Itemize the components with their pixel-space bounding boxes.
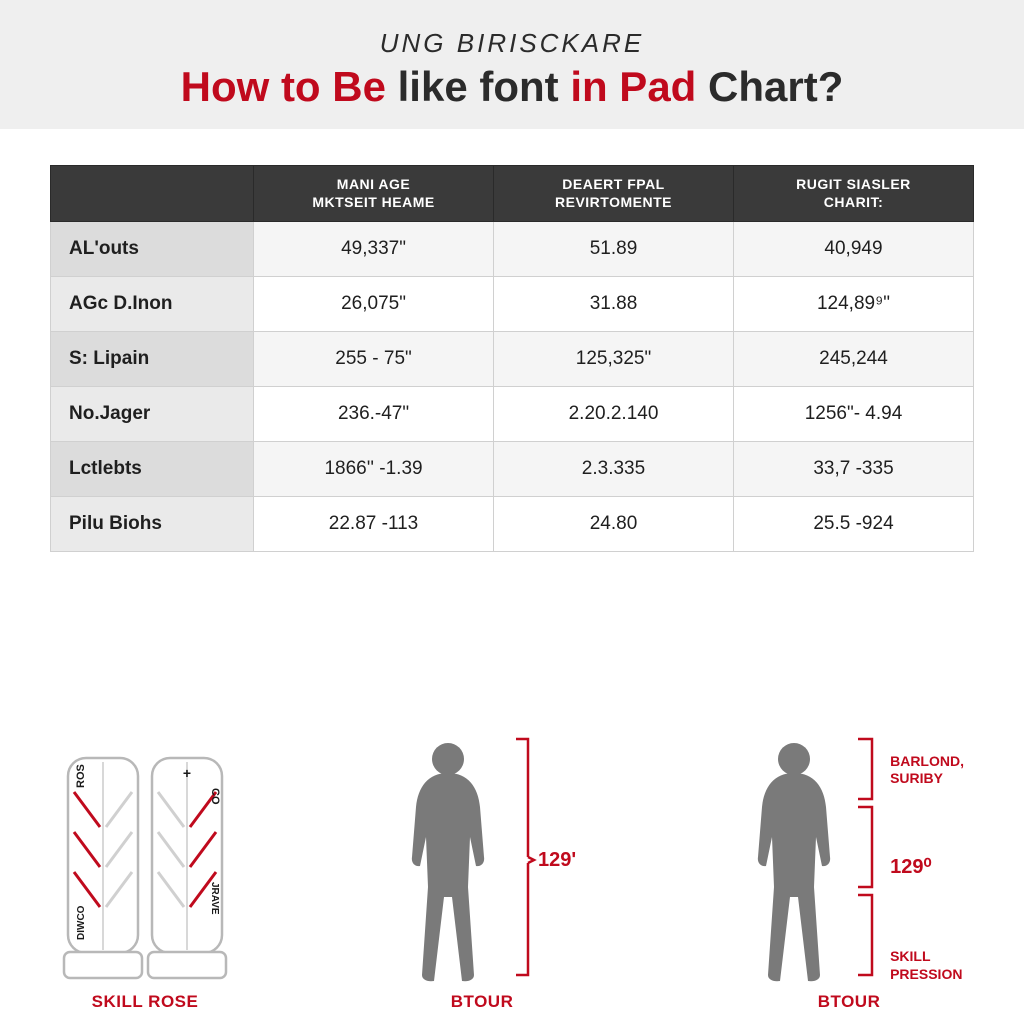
bracket-icon — [512, 737, 538, 982]
svg-text:DIWCO: DIWCO — [76, 905, 87, 940]
row-label: No.Jager — [51, 387, 254, 442]
svg-text:+: + — [183, 765, 191, 781]
col-header-3: RUGIT SIASLER CHARIT: — [733, 166, 973, 222]
overline-text: UNG BIRISCKARE — [0, 28, 1024, 59]
figure-person-right: BARLOND, SURIBY 129⁰ SKILL PRESSION BTOU… — [734, 737, 964, 1012]
col-header-0 — [51, 166, 254, 222]
cell: 2.3.335 — [494, 442, 734, 497]
page-title: How to Be like font in Pad Chart? — [0, 63, 1024, 111]
person-left-caption: BTOUR — [451, 992, 514, 1012]
pads-caption: SKILL ROSE — [92, 992, 199, 1012]
cell: 24.80 — [494, 497, 734, 552]
measurement-label: 129' — [538, 850, 576, 870]
cell: 25.5 -924 — [733, 497, 973, 552]
bracket-icon — [854, 737, 884, 982]
dim-bottom: SKILL PRESSION — [890, 947, 964, 982]
cell: 124,89⁹" — [733, 277, 973, 332]
content-area: MANI AGE MKTSEIT HEAME DEAERT FPAL REVIR… — [0, 129, 1024, 1024]
svg-text:JRAVE: JRAVE — [209, 882, 220, 915]
cell: 40,949 — [733, 222, 973, 277]
person-silhouette-icon — [734, 737, 854, 982]
col-header-2: DEAERT FPAL REVIRTOMENTE — [494, 166, 734, 222]
row-label: Lctlebts — [51, 442, 254, 497]
table-row: S: Lipain 255 - 75" 125,325" 245,244 — [51, 332, 974, 387]
cell: 51.89 — [494, 222, 734, 277]
cell: 31.88 — [494, 277, 734, 332]
cell: 26,075" — [254, 277, 494, 332]
cell: 255 - 75" — [254, 332, 494, 387]
cell: 236.-47" — [254, 387, 494, 442]
svg-text:ROS: ROS — [75, 764, 87, 788]
person-right-caption: BTOUR — [818, 992, 881, 1012]
table-row: AGc D.Inon 26,075" 31.88 124,89⁹" — [51, 277, 974, 332]
goalie-pads-icon: ROS DIWCO CO JRAVE + — [60, 752, 230, 982]
row-label: S: Lipain — [51, 332, 254, 387]
table-body: AL'outs 49,337" 51.89 40,949 AGc D.Inon … — [51, 222, 974, 552]
table-row: Pilu Biohs 22.87 -113 24.80 25.5 -924 — [51, 497, 974, 552]
cell: 1256"- 4.94 — [733, 387, 973, 442]
figure-person-left: 129' BTOUR — [388, 737, 576, 1012]
figure-pads: ROS DIWCO CO JRAVE + — [60, 752, 230, 1012]
page-header: UNG BIRISCKARE How to Be like font in Pa… — [0, 0, 1024, 129]
dim-mid: 129⁰ — [890, 857, 964, 877]
cell: 245,244 — [733, 332, 973, 387]
row-label: AL'outs — [51, 222, 254, 277]
table-row: Lctlebts 1866'' -1.39 2.3.335 33,7 -335 — [51, 442, 974, 497]
dim-top: BARLOND, SURIBY — [890, 752, 964, 787]
table-row: AL'outs 49,337" 51.89 40,949 — [51, 222, 974, 277]
cell: 2.20.2.140 — [494, 387, 734, 442]
cell: 22.87 -113 — [254, 497, 494, 552]
figures-row: ROS DIWCO CO JRAVE + — [50, 552, 974, 1012]
svg-text:CO: CO — [209, 788, 221, 805]
row-label: Pilu Biohs — [51, 497, 254, 552]
person-silhouette-icon — [388, 737, 508, 982]
table-row: No.Jager 236.-47" 2.20.2.140 1256"- 4.94 — [51, 387, 974, 442]
sizing-table: MANI AGE MKTSEIT HEAME DEAERT FPAL REVIR… — [50, 165, 974, 552]
cell: 1866'' -1.39 — [254, 442, 494, 497]
row-label: AGc D.Inon — [51, 277, 254, 332]
table-header: MANI AGE MKTSEIT HEAME DEAERT FPAL REVIR… — [51, 166, 974, 222]
cell: 33,7 -335 — [733, 442, 973, 497]
cell: 125,325" — [494, 332, 734, 387]
cell: 49,337" — [254, 222, 494, 277]
col-header-1: MANI AGE MKTSEIT HEAME — [254, 166, 494, 222]
